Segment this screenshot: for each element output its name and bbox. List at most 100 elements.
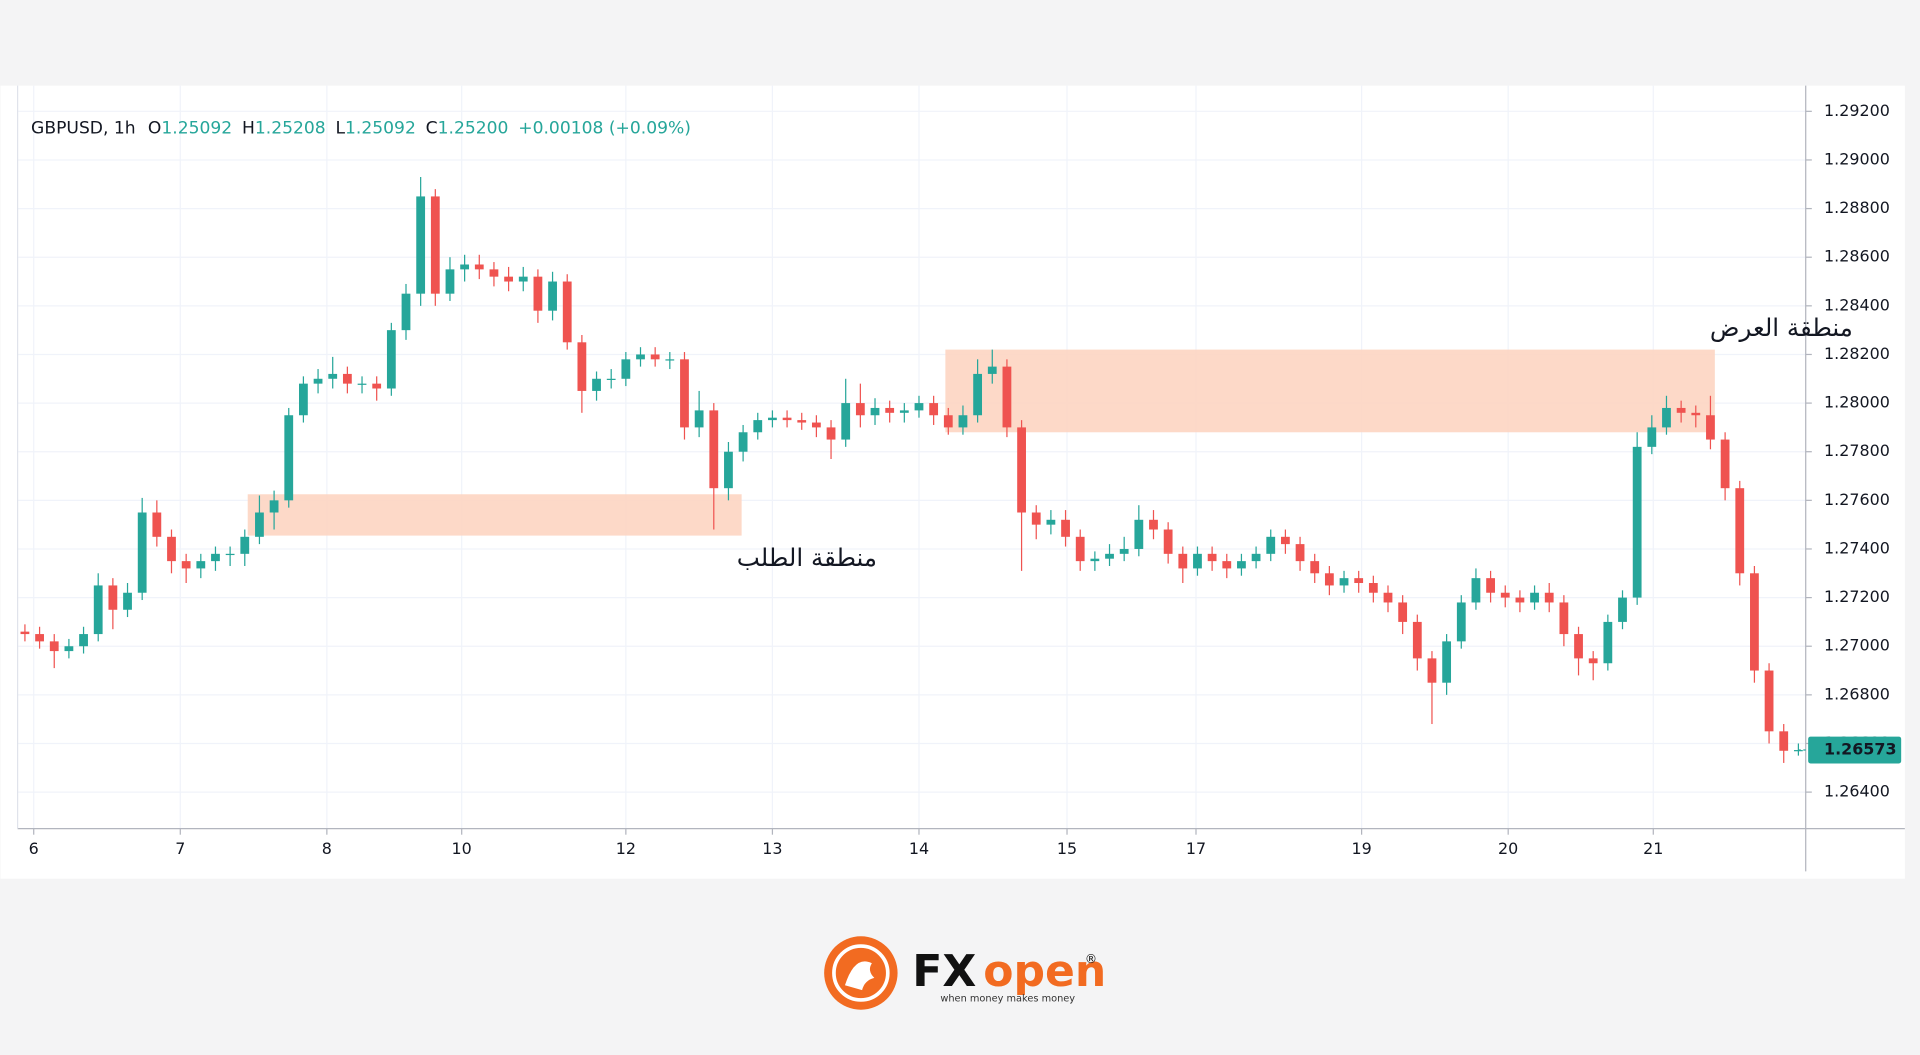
candle-body bbox=[650, 354, 660, 360]
candle-body bbox=[533, 276, 543, 311]
candle-body bbox=[1237, 561, 1246, 569]
candle-body bbox=[899, 410, 909, 413]
candle-body bbox=[1163, 529, 1173, 554]
header-high: 1.25208 bbox=[255, 119, 326, 139]
candle-body bbox=[1456, 602, 1466, 642]
candle-body bbox=[782, 417, 792, 421]
candle-body bbox=[430, 196, 440, 294]
candle-body bbox=[20, 631, 30, 635]
y-tick-label: 1.26400 bbox=[1824, 782, 1890, 801]
candle-body bbox=[240, 536, 250, 554]
y-tick-label: 1.28200 bbox=[1824, 344, 1890, 363]
candle-body bbox=[1779, 731, 1789, 751]
candle-body bbox=[93, 585, 103, 635]
y-tick-label: 1.29000 bbox=[1824, 149, 1890, 168]
y-tick-label: 1.26800 bbox=[1824, 684, 1890, 703]
candle-body bbox=[1603, 621, 1613, 664]
candle-body bbox=[1295, 544, 1305, 562]
candle-body bbox=[1530, 592, 1539, 603]
header-change: +0.00108 (+0.09%) bbox=[518, 119, 691, 139]
candle-body bbox=[914, 403, 924, 411]
candle-body bbox=[811, 422, 821, 428]
candle-body bbox=[460, 264, 470, 270]
candle-body bbox=[1383, 592, 1393, 603]
candle-body bbox=[1310, 561, 1320, 574]
candle-body bbox=[1339, 578, 1349, 586]
logo: FX open ® when money makes money bbox=[824, 936, 1106, 1010]
candle-body bbox=[401, 293, 411, 331]
candle-body bbox=[284, 415, 294, 501]
candle-body bbox=[694, 410, 704, 428]
header-l-label: L bbox=[335, 119, 345, 139]
candle-body bbox=[1061, 519, 1070, 537]
candle-body bbox=[1193, 553, 1202, 569]
y-tick-label: 1.27000 bbox=[1824, 636, 1890, 655]
candle-body bbox=[1574, 634, 1583, 659]
candle-body bbox=[108, 585, 118, 610]
header-h-label: H bbox=[242, 119, 255, 139]
last-price-box bbox=[1808, 736, 1902, 764]
candle-body bbox=[1427, 658, 1437, 683]
candle-body bbox=[1368, 583, 1378, 593]
candle-body bbox=[196, 561, 206, 569]
logo-icon-mark bbox=[844, 961, 875, 991]
candle-body bbox=[1075, 536, 1085, 562]
candle-body bbox=[372, 383, 382, 389]
candle-body bbox=[1588, 658, 1598, 664]
candle-body bbox=[1178, 553, 1188, 569]
candle-body bbox=[416, 196, 426, 294]
candle-body bbox=[1222, 561, 1232, 569]
candle-body bbox=[1662, 407, 1671, 428]
candle-body bbox=[1559, 602, 1569, 635]
candle-body bbox=[1207, 553, 1217, 562]
candle-body bbox=[1412, 621, 1422, 659]
candle-body bbox=[342, 373, 352, 384]
x-tick-label: 20 bbox=[1498, 839, 1518, 858]
ohlc-header: GBPUSD, 1h O1.25092 H1.25208 L1.25092 C1.252… bbox=[31, 119, 691, 139]
candle-body bbox=[1515, 597, 1525, 603]
candle-body bbox=[313, 378, 323, 384]
candle-body bbox=[958, 415, 968, 428]
candle-body bbox=[826, 427, 836, 440]
candle-body bbox=[738, 432, 748, 452]
candle-body bbox=[1354, 578, 1364, 584]
candles bbox=[20, 176, 1803, 763]
candle-body bbox=[562, 281, 572, 343]
candle-body bbox=[79, 634, 88, 647]
x-tick-label: 13 bbox=[762, 839, 782, 858]
candle-body bbox=[225, 553, 235, 556]
candle-body bbox=[1134, 519, 1144, 549]
candle-body bbox=[1398, 602, 1408, 622]
x-tick-label: 12 bbox=[616, 839, 636, 858]
x-tick-label: 15 bbox=[1057, 839, 1077, 858]
logo-icon-ring bbox=[832, 944, 890, 1002]
candle-body bbox=[504, 276, 513, 282]
x-tick-label: 8 bbox=[322, 839, 332, 858]
candle-body bbox=[1017, 427, 1026, 513]
candle-body bbox=[328, 373, 338, 379]
candle-body bbox=[49, 641, 59, 652]
candle-body bbox=[255, 512, 264, 537]
candle-body bbox=[1251, 553, 1261, 562]
candle-body bbox=[152, 512, 162, 537]
candle-body bbox=[1324, 573, 1334, 586]
candle-body bbox=[445, 269, 455, 294]
candle-body bbox=[885, 407, 895, 413]
candle-body bbox=[797, 420, 807, 423]
x-tick-label: 10 bbox=[452, 839, 472, 858]
candle-body bbox=[1002, 366, 1012, 428]
candle-body bbox=[167, 536, 176, 562]
y-tick-label: 1.28600 bbox=[1824, 247, 1890, 266]
zones bbox=[247, 349, 1715, 536]
candle-body bbox=[518, 276, 528, 282]
y-tick-label: 1.28800 bbox=[1824, 198, 1890, 217]
x-tick-label: 17 bbox=[1186, 839, 1206, 858]
candle-body bbox=[64, 646, 74, 652]
candle-body bbox=[1750, 573, 1759, 671]
candle-body bbox=[1046, 519, 1056, 525]
candle-body bbox=[1691, 412, 1701, 416]
candle-body bbox=[1090, 558, 1100, 562]
candle-body bbox=[211, 553, 220, 562]
chart-panel bbox=[0, 85, 1905, 879]
